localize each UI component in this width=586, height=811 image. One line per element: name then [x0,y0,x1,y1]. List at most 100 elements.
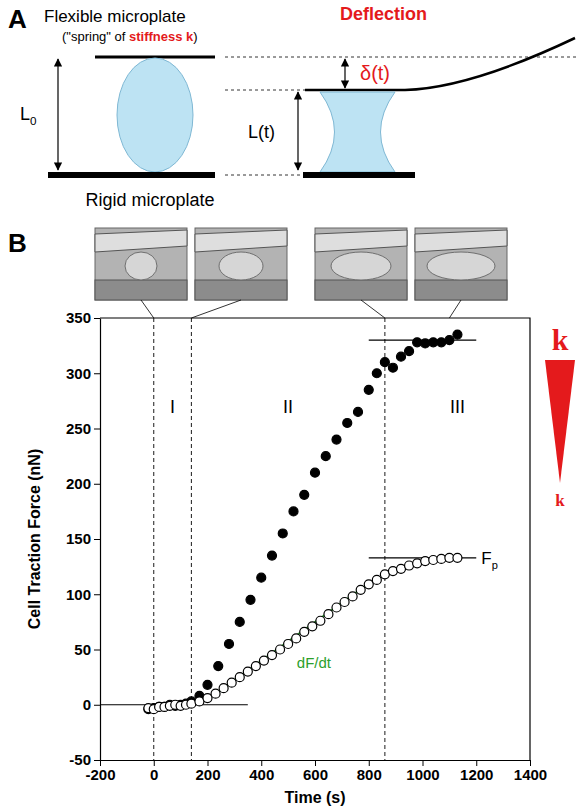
data-point [316,616,325,625]
y-tick-mark [94,373,100,374]
snapshot [95,228,187,300]
x-tick-label: 1200 [460,766,493,783]
plateau-label-main: F [481,549,491,568]
snapshot-top-plate [415,230,507,252]
y-tick-mark [94,650,100,651]
phase-boundary [384,318,385,760]
length-label: L(t) [248,122,275,142]
stiffness-high: k [552,323,569,356]
data-point [276,645,285,654]
data-point [211,689,220,698]
snapshot-top-plate [195,230,287,252]
x-tick-label: 600 [303,766,328,783]
y-tick: -50 [69,751,100,768]
data-point [324,610,333,619]
y-tick: 350 [66,309,100,326]
y-tick-label: 300 [66,365,91,382]
data-point [372,575,381,584]
deflection-arrow [344,59,345,88]
x-tick-label: 1400 [514,766,547,783]
stiffness-triangle [545,360,575,483]
phase-label: II [283,397,293,417]
snapshot [195,228,287,300]
plateau-label-subscript: p [492,559,498,571]
data-point [397,352,406,361]
x-tick: 200 [195,760,220,783]
data-point [321,452,330,461]
data-point [405,347,414,356]
y-tick: 200 [66,475,100,492]
data-point [445,336,454,345]
data-point [203,680,212,689]
data-point [348,592,357,601]
snapshot-cell [427,252,495,280]
snapshot-bottom-plate [195,280,287,300]
data-point [259,656,268,665]
snapshot [315,228,407,300]
data-point [268,651,277,660]
snapshot-connector [191,300,241,318]
data-point [219,684,228,693]
data-point [246,595,255,604]
y-tick-mark [94,318,100,319]
panel-letter: A [8,4,27,34]
reference-dash [225,90,305,91]
snapshot-bottom-plate [315,280,407,300]
snapshot-background [415,228,507,300]
plateau-label: Fp [481,549,498,571]
data-point [257,573,266,582]
plot-marks [100,318,476,760]
y-axis-line [100,319,101,761]
data-point [364,385,373,394]
rigid-plate [48,172,215,178]
phase-label: III [450,397,465,417]
data-point [308,622,317,631]
panel-a: AFlexible microplate("spring" of stiffne… [8,4,578,210]
snapshot [415,228,507,300]
y-tick: 0 [83,696,100,713]
spring-note-highlight: stiffness k [129,29,194,44]
x-tick: 400 [249,760,274,783]
plate-label: Rigid microplate [85,190,214,210]
snapshot-top-plate [315,230,407,252]
x-tick: 600 [303,760,328,783]
figure: AFlexible microplate("spring" of stiffne… [0,0,586,811]
snapshot-bottom-plate [95,280,187,300]
data-point [380,358,389,367]
spring-note: ("spring" of stiffness k) [62,29,198,44]
y-tick-label: 350 [66,309,91,326]
panel-letter: B [8,228,27,258]
y-tick-mark [94,539,100,540]
data-point [388,363,397,372]
phase-boundary [191,318,192,760]
data-point [289,507,298,516]
deflection-title: Deflection [340,4,427,24]
fit-label: dF/dt [297,654,332,671]
plot-frame [100,318,530,760]
cell [320,92,395,172]
data-point [292,634,301,643]
y-tick-label: 200 [66,475,91,492]
snapshot-background [195,228,287,300]
y-tick-mark [94,484,100,485]
x-axis-title: Time (s) [284,789,345,806]
data-point [278,529,287,538]
x-tick: 800 [357,760,382,783]
y-axis-title: Cell Traction Force (nN) [26,449,43,629]
data-point [453,553,462,562]
reference-dash [225,175,300,176]
phase-boundary [153,318,154,760]
spring-note-part: ("spring" of [62,29,129,44]
y-tick-mark [94,594,100,595]
phase-label: I [170,397,175,417]
y-tick: 100 [66,586,100,603]
snapshot-top-plate [95,230,187,252]
y-tick-label: 150 [66,530,91,547]
data-point [235,673,244,682]
y-tick: 150 [66,530,100,547]
bent-plate [305,38,575,90]
snapshot-cell [125,252,157,280]
snapshot-cell [331,252,391,280]
y-tick-mark [94,760,100,761]
x-tick-label: 800 [357,766,382,783]
